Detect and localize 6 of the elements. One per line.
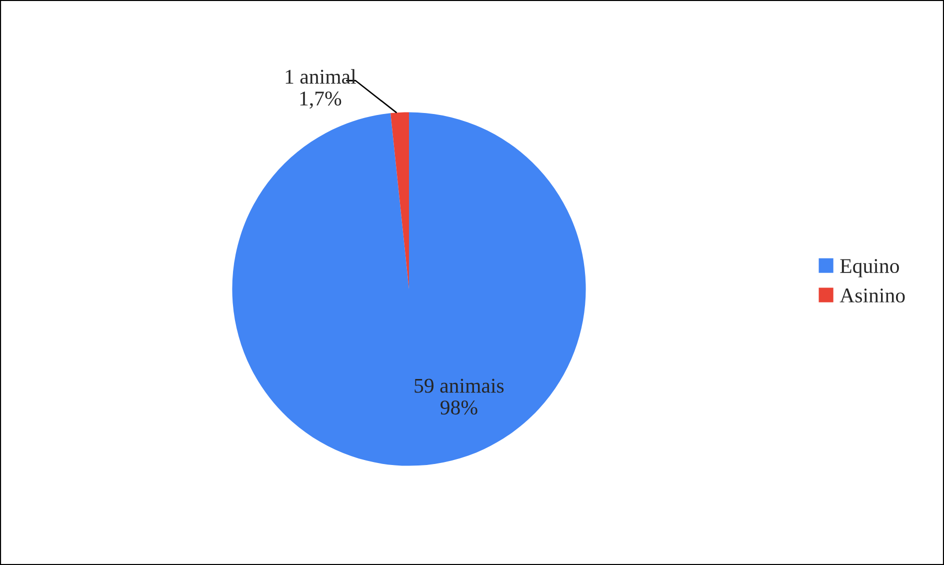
- data-label: 59 animais 98%: [414, 378, 504, 415]
- pie-slice: [390, 112, 409, 289]
- pie-slice: [232, 112, 586, 466]
- legend-label: Equino: [840, 259, 899, 278]
- legend-label: Asinino: [840, 288, 905, 302]
- data-label: 1 animal 1,7%: [286, 69, 356, 109]
